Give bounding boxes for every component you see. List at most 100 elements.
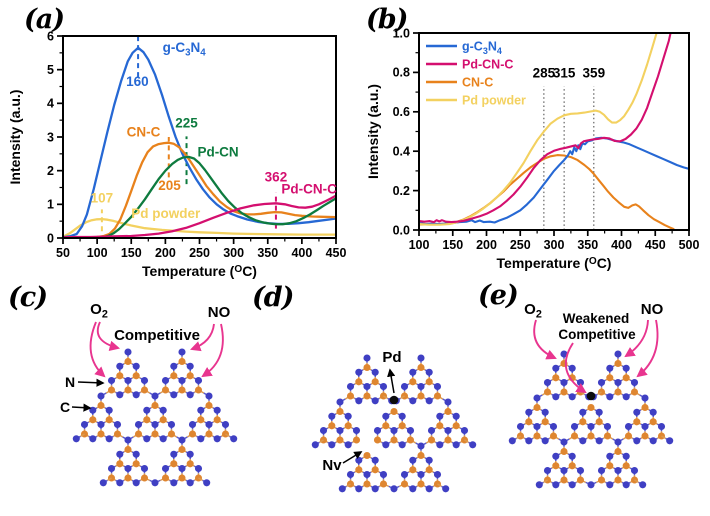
nitrogen-atom — [379, 382, 388, 391]
annotation-nv: Nv — [322, 457, 342, 474]
carbon-atom — [167, 430, 176, 438]
carbon-atom — [427, 436, 436, 444]
carbon-atom — [355, 466, 363, 474]
carbon-atom — [379, 480, 388, 488]
curve-annotation: Pd-CN-C — [281, 182, 337, 197]
nitrogen-atom — [622, 481, 630, 489]
carbon-atom — [140, 386, 149, 394]
carbon-atom — [124, 357, 132, 366]
curve-pd-cn-c — [63, 194, 336, 238]
y-tick-label: 0.6 — [393, 105, 410, 119]
bond — [383, 395, 388, 400]
bond — [198, 477, 203, 482]
curve-pd-cn-c — [419, 33, 672, 224]
carbon-atom — [97, 401, 105, 410]
carbon-atom — [140, 474, 149, 482]
nitrogen-atom — [97, 420, 105, 429]
curve-annotation: 285 — [533, 65, 556, 80]
nitrogen-atom — [552, 393, 560, 401]
carbon-atom — [178, 474, 186, 482]
carbon-atom — [382, 422, 390, 430]
nitrogen-atom — [72, 435, 80, 443]
annotation-competitive: Competitive — [114, 327, 200, 344]
curve-annotation: 315 — [553, 65, 576, 80]
carbon-atom — [328, 422, 336, 430]
heptazine-unit — [134, 392, 176, 443]
annotation-arrow — [533, 319, 557, 360]
carbon-atom — [633, 418, 641, 426]
carbon-atom — [444, 436, 452, 444]
nitrogen-atom — [641, 394, 649, 402]
bond — [661, 435, 666, 440]
carbon-atom — [194, 386, 203, 394]
x-tick-label: 350 — [577, 238, 598, 252]
nitrogen-atom — [587, 481, 595, 489]
nitrogen-atom — [570, 422, 579, 431]
nitrogen-atom — [436, 441, 444, 449]
panel-label-d: (d) — [252, 282, 294, 313]
annotation-arrow — [342, 451, 363, 464]
x-tick-label: 400 — [611, 238, 632, 252]
carbon-atom — [336, 436, 344, 444]
nitrogen-atom — [205, 392, 213, 400]
annotation-n_label: N — [65, 374, 75, 390]
nitrogen-atom — [469, 441, 477, 449]
nitrogen-atom — [595, 408, 603, 416]
carbon-atom — [570, 432, 579, 440]
curve-annotation: Pd powder — [131, 206, 201, 221]
heptazine-unit — [188, 392, 230, 443]
nitrogen-atom — [107, 376, 116, 385]
nitrogen-atom — [614, 350, 622, 358]
legend-label: Pd powder — [462, 94, 526, 108]
nitrogen-atom — [535, 481, 543, 489]
bond — [634, 479, 639, 484]
nitrogen-atom — [452, 412, 460, 420]
carbon-atom — [105, 416, 113, 424]
nitrogen-atom — [355, 368, 363, 376]
y-tick-label: 6 — [47, 29, 54, 43]
panel-label-a: (a) — [24, 4, 65, 35]
nitrogen-atom — [560, 438, 568, 446]
nitrogen-atom — [398, 441, 406, 449]
plot-frame — [62, 35, 337, 239]
nitrogen-atom — [338, 485, 346, 493]
nitrogen-atom — [328, 441, 336, 449]
y-tick-label: 1.0 — [393, 26, 410, 40]
carbon-atom — [409, 378, 417, 386]
y-tick-label: 0 — [47, 231, 54, 245]
carbon-atom — [549, 432, 558, 440]
heptazine-unit — [427, 398, 469, 449]
annotation-c_label: C — [60, 399, 70, 415]
nitrogen-atom — [417, 354, 425, 362]
nitrogen-atom — [622, 393, 630, 401]
nitrogen-atom — [363, 382, 371, 391]
curve-annotation: 107 — [91, 191, 114, 206]
carbon-atom — [371, 378, 379, 386]
nitrogen-atom — [159, 406, 167, 414]
annotation-arrow — [624, 319, 649, 358]
carbon-atom — [641, 432, 649, 440]
nitrogen-atom — [614, 466, 622, 475]
plot-frame — [418, 32, 690, 231]
carbon-atom — [346, 392, 355, 400]
nitrogen-atom — [124, 376, 132, 385]
nitrogen-atom — [442, 485, 450, 493]
nitrogen-atom — [400, 382, 409, 391]
carbon-atom — [186, 460, 194, 468]
carbon-atom — [205, 430, 213, 438]
heptazine-unit — [624, 394, 666, 445]
y-tick-label: 0.4 — [393, 145, 410, 159]
carbon-atom — [170, 372, 178, 380]
x-axis-title: Temperature (OC) — [497, 255, 612, 271]
heptazine-unit — [400, 442, 442, 493]
nitrogen-atom — [319, 426, 328, 435]
nitrogen-atom — [639, 481, 647, 489]
carbon-atom — [124, 474, 132, 482]
x-axis-title: Temperature (OC) — [142, 263, 257, 279]
nitrogen-atom — [417, 382, 425, 391]
heptazine-unit — [107, 436, 149, 487]
nitrogen-atom — [568, 481, 576, 489]
annotation-o2: O2 — [524, 301, 542, 321]
nitrogen-atom — [560, 350, 568, 358]
